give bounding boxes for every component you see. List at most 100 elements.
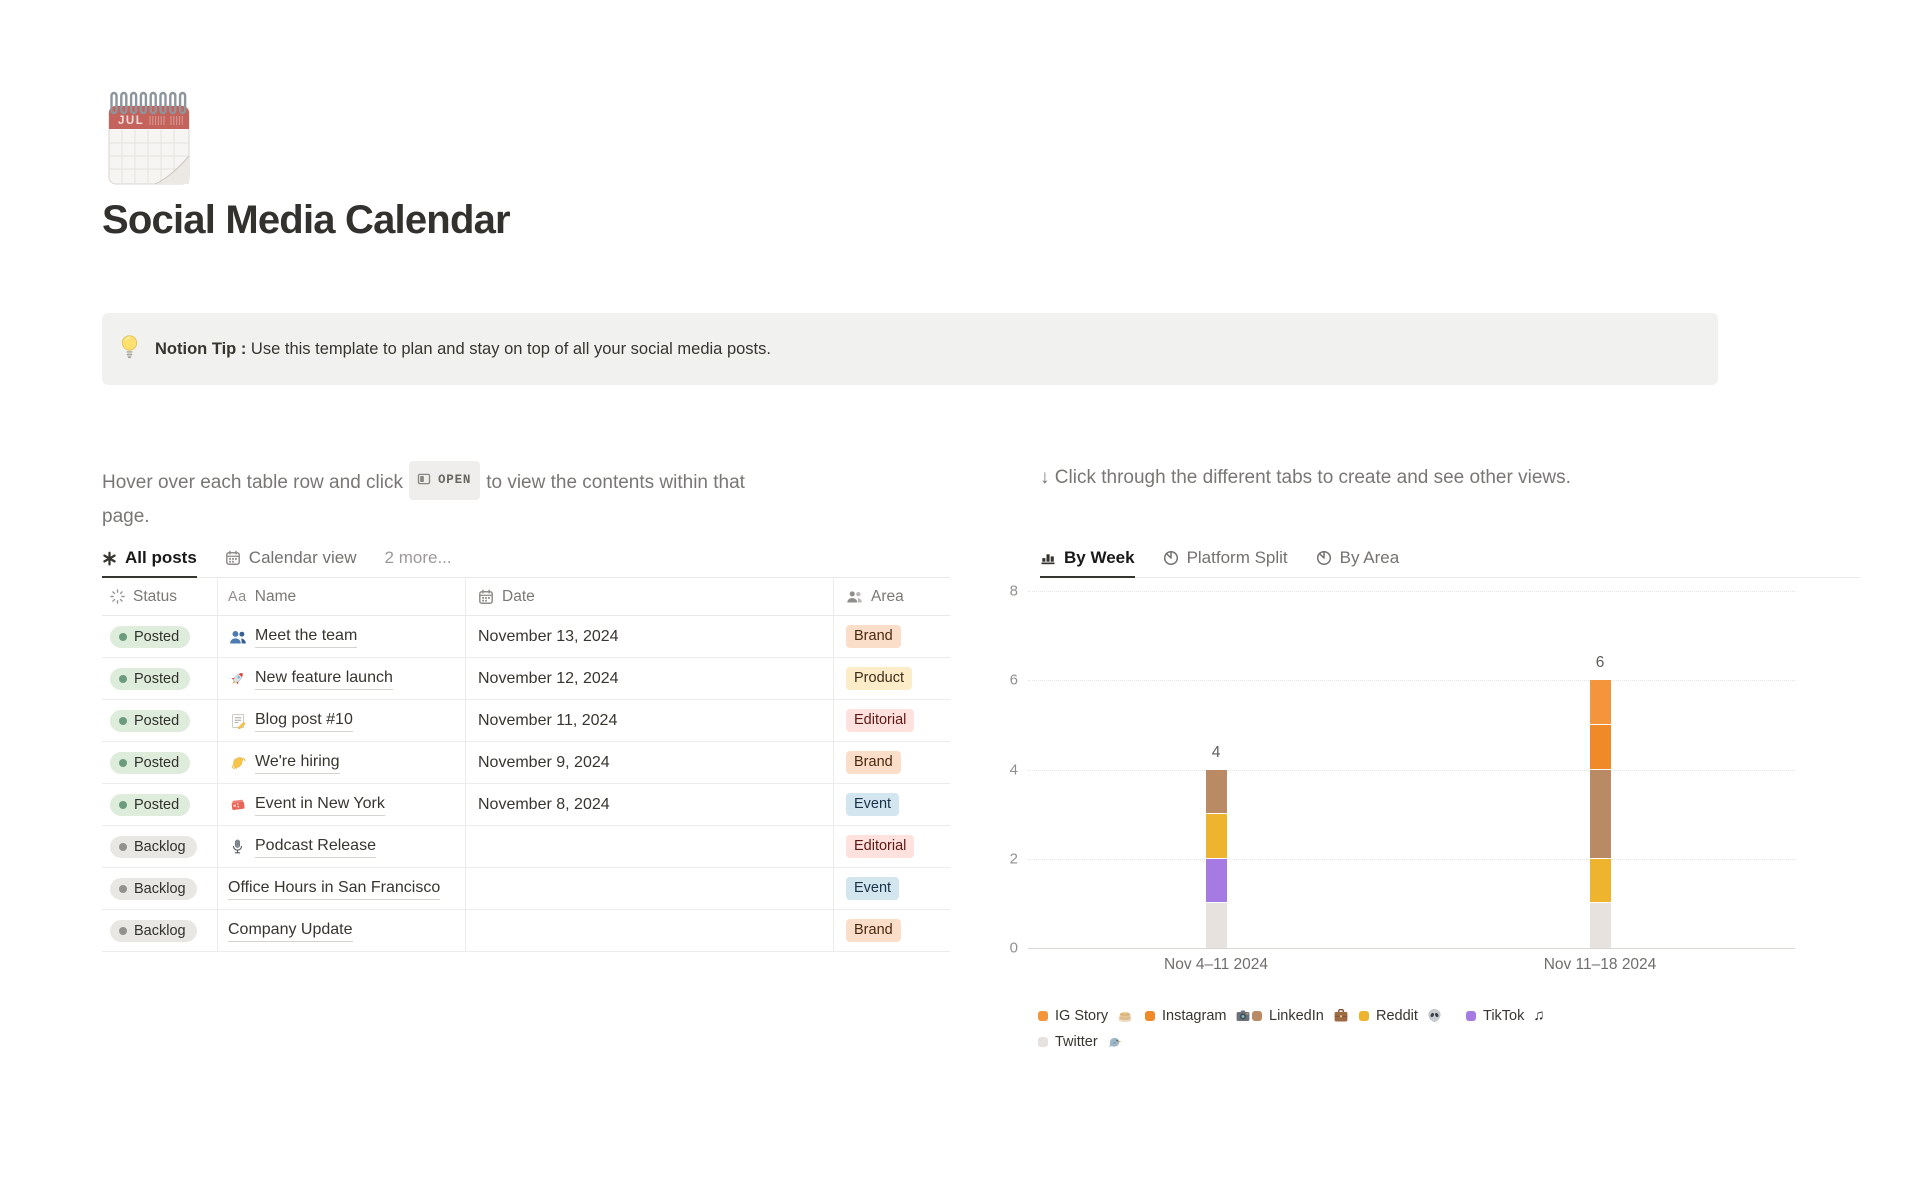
tab-label: By Week xyxy=(1064,548,1135,567)
tab-2-more[interactable]: 2 more... xyxy=(385,548,452,577)
page-link[interactable]: We're hiring xyxy=(255,752,340,774)
status-dot-icon xyxy=(119,716,127,725)
y-tick-label-8: 8 xyxy=(1009,582,1018,600)
tab-by-area[interactable]: By Area xyxy=(1316,548,1399,577)
status-cell[interactable]: Posted xyxy=(102,658,218,700)
tab-calendar-view[interactable]: Calendar view xyxy=(225,548,357,577)
page-link[interactable]: Company Update xyxy=(228,920,353,942)
column-header-area[interactable]: Area xyxy=(834,578,950,616)
legend-label: TikTok xyxy=(1483,1007,1525,1024)
page-icon-spiral-calendar[interactable]: JUL xyxy=(105,90,193,190)
area-tag: Event xyxy=(846,792,900,817)
table-row-event-in-new-york[interactable]: Posted Event in New York November 8, 2024 E… xyxy=(102,784,950,826)
gridline-y-4 xyxy=(1028,769,1795,771)
bar-segment-linkedin[interactable] xyxy=(1205,769,1227,815)
status-dot-icon xyxy=(119,926,127,935)
bar-segment-reddit[interactable] xyxy=(1589,858,1611,904)
table-row-meet-the-team[interactable]: Posted Meet the team November 13, 2024 Bran… xyxy=(102,616,950,658)
table-row-we-re-hiring[interactable]: Posted We're hiring November 9, 2024 Brand xyxy=(102,742,950,784)
bar-segment-ig-story[interactable] xyxy=(1589,680,1611,725)
status-cell[interactable]: Backlog xyxy=(102,826,218,868)
date-cell[interactable]: November 13, 2024 xyxy=(466,616,834,658)
bar-segment-twitter[interactable] xyxy=(1589,903,1611,948)
area-cell[interactable]: Product xyxy=(834,658,950,700)
bar-segment-linkedin[interactable] xyxy=(1589,769,1611,859)
tab-by-week[interactable]: By Week xyxy=(1040,548,1135,578)
bar-nov-4-11-2024[interactable] xyxy=(1205,769,1227,948)
open-button-label: OPEN xyxy=(437,473,472,487)
column-header-name[interactable]: Aa Name xyxy=(218,578,466,616)
bar-segment-tiktok[interactable] xyxy=(1205,858,1227,904)
name-cell[interactable]: We're hiring xyxy=(218,742,466,784)
area-cell[interactable]: Editorial xyxy=(834,700,950,742)
status-dot-icon xyxy=(119,842,127,851)
name-cell[interactable]: New feature launch xyxy=(218,658,466,700)
table-row-blog-post-10[interactable]: Posted Blog post #10 November 11, 2024 Edit… xyxy=(102,700,950,742)
legend-label: LinkedIn xyxy=(1269,1007,1324,1024)
page-link[interactable]: Podcast Release xyxy=(255,836,376,858)
callout-text: Notion Tip : Use this template to plan a… xyxy=(155,340,771,359)
page-link[interactable]: Blog post #10 xyxy=(255,710,353,732)
bar-nov-11-18-2024[interactable] xyxy=(1589,680,1611,948)
tab-all-posts[interactable]: All posts xyxy=(102,548,197,578)
name-cell[interactable]: Event in New York xyxy=(218,784,466,826)
legend-item-linkedin[interactable]: LinkedIn xyxy=(1252,1006,1359,1025)
legend-item-ig-story[interactable]: IG Story xyxy=(1038,1006,1145,1025)
status-cell[interactable]: Posted xyxy=(102,616,218,658)
legend-item-instagram[interactable]: Instagram xyxy=(1145,1006,1252,1025)
table-header-row: Status Aa Name Date Area xyxy=(102,578,950,616)
area-cell[interactable]: Event xyxy=(834,784,950,826)
status-label: Posted xyxy=(134,754,180,771)
page-link[interactable]: Office Hours in San Francisco xyxy=(228,878,441,900)
bar-segment-reddit[interactable] xyxy=(1205,814,1227,859)
tab-label: 2 more... xyxy=(384,548,452,567)
bar-segment-twitter[interactable] xyxy=(1205,903,1227,948)
posts-table: Status Aa Name Date Area Posted Meet the team… xyxy=(102,578,950,952)
legend-item-reddit[interactable]: Reddit xyxy=(1359,1006,1466,1025)
table-row-office-hours-in-san-francisco[interactable]: Backlog Office Hours in San Francisco Even… xyxy=(102,868,950,910)
page-link[interactable]: New feature launch xyxy=(255,668,393,690)
status-cell[interactable]: Backlog xyxy=(102,910,218,952)
name-cell[interactable]: Blog post #10 xyxy=(218,700,466,742)
area-cell[interactable]: Editorial xyxy=(834,826,950,868)
table-row-company-update[interactable]: Backlog Company Update Brand xyxy=(102,910,950,952)
status-cell[interactable]: Posted xyxy=(102,784,218,826)
area-cell[interactable]: Event xyxy=(834,868,950,910)
name-cell[interactable]: Podcast Release xyxy=(218,826,466,868)
table-row-podcast-release[interactable]: Backlog Podcast Release Editorial xyxy=(102,826,950,868)
date-cell[interactable] xyxy=(466,826,834,868)
page-link[interactable]: Event in New York xyxy=(255,794,385,816)
area-cell[interactable]: Brand xyxy=(834,616,950,658)
bar-segment-instagram[interactable] xyxy=(1589,724,1611,770)
date-cell[interactable]: November 12, 2024 xyxy=(466,658,834,700)
legend-item-twitter[interactable]: Twitter xyxy=(1038,1032,1145,1051)
busts-icon xyxy=(228,627,247,646)
left-instruction-pre: Hover over each table row and click xyxy=(102,472,403,493)
pie-chart-icon xyxy=(1163,550,1179,566)
table-row-new-feature-launch[interactable]: Posted New feature launch November 12, 202… xyxy=(102,658,950,700)
date-cell[interactable]: November 8, 2024 xyxy=(466,784,834,826)
x-axis-line xyxy=(1028,948,1795,949)
legend-swatch xyxy=(1359,1010,1369,1021)
status-label: Posted xyxy=(134,796,180,813)
name-cell[interactable]: Meet the team xyxy=(218,616,466,658)
date-cell[interactable]: November 11, 2024 xyxy=(466,700,834,742)
tab-platform-split[interactable]: Platform Split xyxy=(1163,548,1288,577)
area-cell[interactable]: Brand xyxy=(834,742,950,784)
status-cell[interactable]: Posted xyxy=(102,742,218,784)
date-cell[interactable] xyxy=(466,868,834,910)
legend-item-tiktok[interactable]: TikTok ♫ xyxy=(1466,1006,1573,1025)
column-header-status[interactable]: Status xyxy=(102,578,218,616)
column-header-date[interactable]: Date xyxy=(466,578,834,616)
name-cell[interactable]: Office Hours in San Francisco xyxy=(218,868,466,910)
legend-label: Twitter xyxy=(1055,1033,1098,1050)
date-cell[interactable] xyxy=(466,910,834,952)
name-cell[interactable]: Company Update xyxy=(218,910,466,952)
page-link[interactable]: Meet the team xyxy=(255,626,358,648)
open-button[interactable]: OPEN xyxy=(408,461,481,500)
aa-icon: Aa xyxy=(228,588,247,605)
status-cell[interactable]: Posted xyxy=(102,700,218,742)
area-cell[interactable]: Brand xyxy=(834,910,950,952)
status-cell[interactable]: Backlog xyxy=(102,868,218,910)
date-cell[interactable]: November 9, 2024 xyxy=(466,742,834,784)
